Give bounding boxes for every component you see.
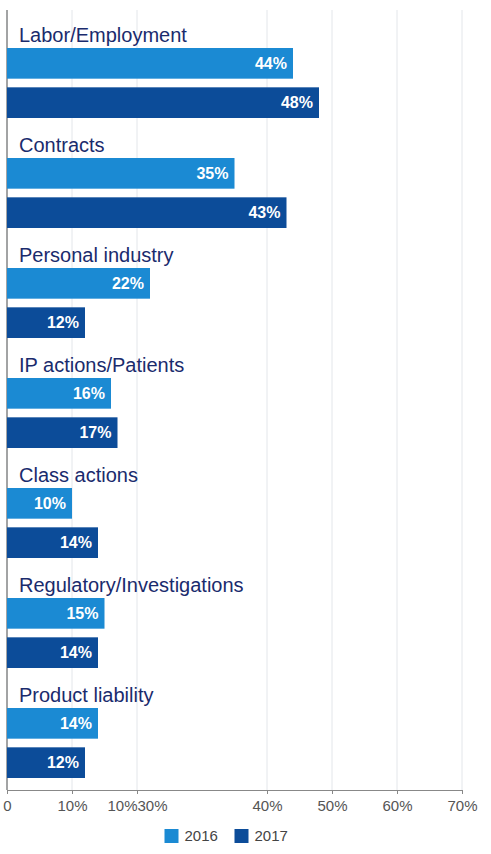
tick: 60% — [382, 790, 412, 814]
bar — [7, 747, 85, 778]
tick-mark — [137, 790, 138, 794]
grid-line — [267, 10, 268, 790]
tick: 0 — [3, 790, 11, 814]
bar — [7, 197, 287, 228]
category-label: Personal industry — [19, 244, 174, 266]
bar — [7, 488, 72, 519]
bar — [7, 87, 319, 118]
data-label: 17% — [79, 424, 111, 441]
bar — [7, 708, 98, 739]
data-label: 43% — [248, 204, 280, 221]
data-label: 22% — [112, 275, 144, 292]
grid-line — [137, 10, 138, 790]
bar — [7, 48, 293, 79]
legend-item: 2016 — [165, 827, 218, 844]
data-label: 15% — [66, 605, 98, 622]
chart: 0 10% 10%30% 40% 50% 60% 70% Labor/Employment Co… — [0, 0, 491, 854]
data-label: 16% — [73, 385, 105, 402]
axis-line — [8, 791, 463, 795]
bars — [7, 48, 319, 778]
category-label: Product liability — [19, 684, 154, 706]
tick-label: 50% — [317, 797, 347, 814]
data-labels: 44% 35% 22% 16% 10% 15% 14% 48% 43% 12% 17% 14% 14% 1… — [34, 55, 313, 771]
tick-label: 0 — [3, 797, 11, 814]
bar — [7, 417, 118, 448]
grid-line — [397, 10, 398, 790]
grid-line — [462, 10, 463, 790]
grid-line — [332, 10, 333, 790]
tick: 50% — [317, 790, 347, 814]
bar — [7, 307, 85, 338]
data-label: 10% — [34, 495, 66, 512]
category-label: Regulatory/Investigations — [19, 574, 244, 596]
tick-label: 60% — [382, 797, 412, 814]
tick-mark — [462, 790, 463, 794]
data-label: 12% — [47, 754, 79, 771]
legend-swatch — [165, 829, 179, 843]
data-label: 14% — [60, 715, 92, 732]
data-label: 12% — [47, 314, 79, 331]
bar — [7, 637, 98, 668]
bar — [7, 378, 111, 409]
category-label: Labor/Employment — [19, 24, 187, 46]
tick-label: 40% — [252, 797, 282, 814]
tick-label: 70% — [447, 797, 477, 814]
category-label: Class actions — [19, 464, 138, 486]
bar — [7, 158, 235, 189]
data-label: 48% — [281, 94, 313, 111]
legend-swatch — [235, 829, 249, 843]
category-label: IP actions/Patients — [19, 354, 184, 376]
tick: 10% — [57, 790, 87, 814]
data-label: 14% — [60, 644, 92, 661]
tick-label: 10% — [57, 797, 87, 814]
tick-label: 10%30% — [107, 797, 167, 814]
legend: 2016 2017 — [165, 827, 288, 844]
tick-mark — [267, 790, 268, 794]
tick-mark — [72, 790, 73, 794]
tick-mark — [7, 790, 8, 794]
bar — [7, 268, 150, 299]
data-label: 14% — [60, 534, 92, 551]
bar — [7, 598, 105, 629]
data-label: 44% — [255, 55, 287, 72]
x-axis: 0 10% 10%30% 40% 50% 60% 70% — [3, 790, 477, 814]
bar — [7, 527, 98, 558]
legend-label: 2016 — [185, 827, 218, 844]
tick-mark — [332, 790, 333, 794]
tick: 40% — [252, 790, 282, 814]
grid — [7, 10, 462, 790]
tick-mark — [397, 790, 398, 794]
data-label: 35% — [196, 165, 228, 182]
tick: 10%30% — [107, 790, 167, 814]
tick: 70% — [447, 790, 477, 814]
legend-label: 2017 — [255, 827, 288, 844]
legend-item: 2017 — [235, 827, 288, 844]
category-label: Contracts — [19, 134, 105, 156]
